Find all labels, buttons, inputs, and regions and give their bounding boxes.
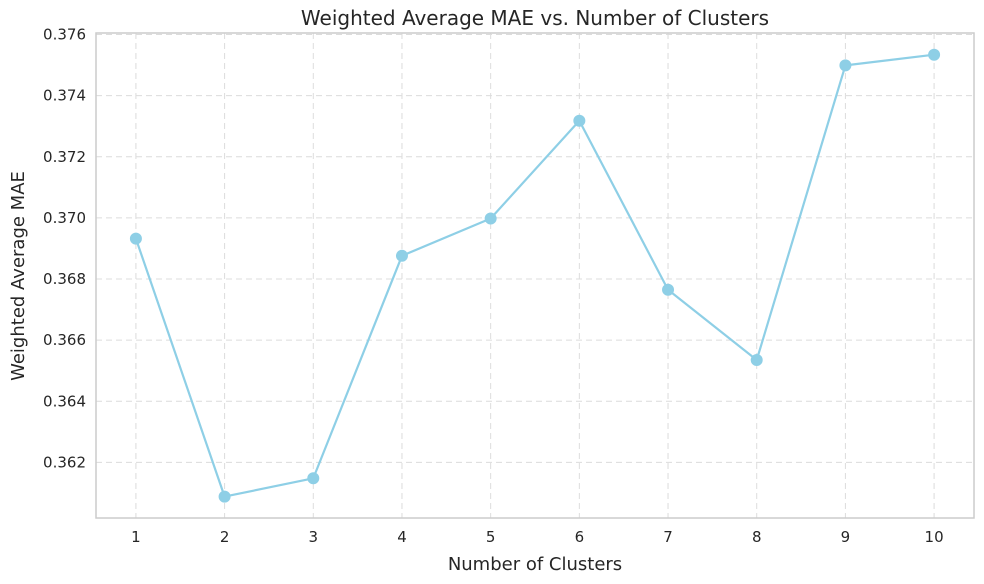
x-tick-label: 1 bbox=[131, 528, 141, 546]
data-point-marker bbox=[662, 283, 675, 296]
data-point-marker bbox=[307, 472, 320, 485]
y-tick-label: 0.362 bbox=[43, 453, 86, 471]
y-tick-label: 0.372 bbox=[43, 148, 86, 166]
chart-title: Weighted Average MAE vs. Number of Clust… bbox=[301, 6, 769, 30]
y-tick-label: 0.376 bbox=[43, 26, 86, 44]
series-layer bbox=[129, 48, 941, 503]
tick-layer: 1 2 3 4 5 6 7 8 9 10 0.362 0.364 0.366 0.368 0.370 0.37… bbox=[43, 26, 944, 546]
y-tick-label: 0.366 bbox=[43, 331, 86, 349]
x-tick-label: 10 bbox=[925, 528, 944, 546]
x-axis-label: Number of Clusters bbox=[448, 554, 622, 575]
x-tick-label: 2 bbox=[220, 528, 230, 546]
data-point-marker bbox=[218, 490, 231, 503]
x-tick-label: 8 bbox=[752, 528, 762, 546]
x-tick-label: 9 bbox=[841, 528, 851, 546]
series-line bbox=[134, 53, 935, 498]
x-tick-label: 3 bbox=[309, 528, 319, 546]
data-point-marker bbox=[484, 212, 497, 225]
plot-frame bbox=[95, 32, 975, 519]
data-point-marker bbox=[129, 232, 142, 245]
x-tick-label: 7 bbox=[663, 528, 673, 546]
y-tick-label: 0.364 bbox=[43, 392, 86, 410]
data-point-marker bbox=[928, 48, 941, 61]
x-tick-label: 5 bbox=[486, 528, 496, 546]
data-point-marker bbox=[573, 114, 586, 127]
x-tick-label: 6 bbox=[575, 528, 585, 546]
y-tick-label: 0.370 bbox=[43, 209, 86, 227]
grid-layer bbox=[96, 33, 974, 518]
y-tick-label: 0.374 bbox=[43, 87, 86, 105]
x-tick-label: 4 bbox=[397, 528, 407, 546]
data-point-marker bbox=[750, 354, 763, 367]
data-point-marker bbox=[395, 249, 408, 262]
y-tick-label: 0.368 bbox=[43, 270, 86, 288]
y-axis-label: Weighted Average MAE bbox=[8, 171, 29, 381]
data-point-marker bbox=[839, 59, 852, 72]
